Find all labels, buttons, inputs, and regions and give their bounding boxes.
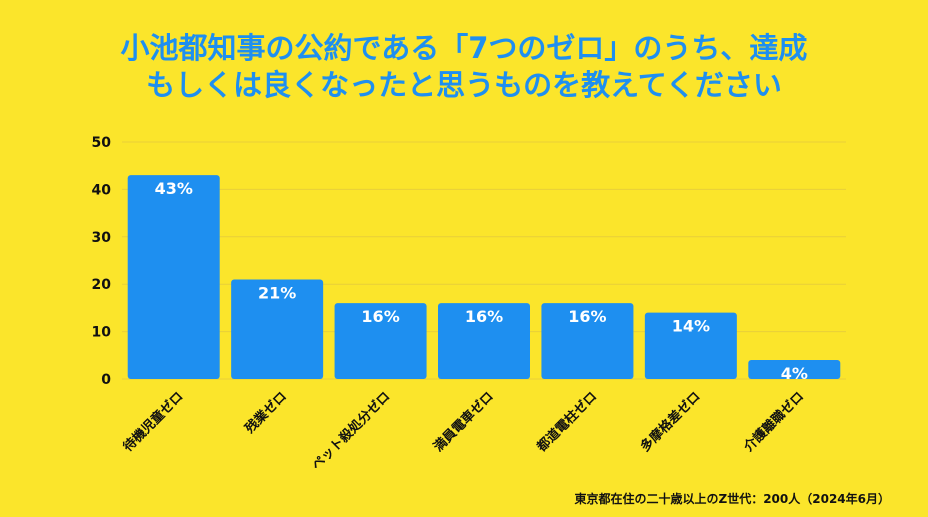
bar: [127, 175, 220, 379]
chart-title: 小池都知事の公約である「7つのゼロ」のうち、達成 もしくは良くなったと思うものを…: [0, 30, 928, 104]
y-tick-label: 20: [92, 277, 112, 293]
y-tick-label: 40: [92, 182, 112, 198]
bar: [231, 279, 324, 379]
x-category-label: 都道電柱ゼロ: [533, 389, 600, 456]
bar-data-label: 43%: [155, 179, 193, 198]
x-category-label: 介護離職ゼロ: [740, 389, 807, 456]
x-category-label: ペット殺処分ゼロ: [309, 389, 394, 474]
x-category-label: 待機児童ゼロ: [119, 389, 186, 456]
bar: [644, 312, 737, 379]
y-tick-label: 50: [92, 135, 112, 151]
x-category-label: 多摩格差ゼロ: [637, 389, 703, 455]
bar: [438, 303, 530, 379]
bar: [541, 303, 634, 379]
chart-title-line1: 小池都知事の公約である「7つのゼロ」のうち、達成: [120, 31, 808, 65]
bar: [334, 303, 427, 379]
chart-title-line2: もしくは良くなったと思うものを教えてください: [146, 68, 782, 102]
bar-data-label: 16%: [465, 307, 503, 326]
x-category-label: 満員電車ゼロ: [430, 389, 496, 455]
y-tick-label: 10: [92, 325, 112, 341]
y-tick-label: 0: [101, 372, 111, 388]
bar: [748, 360, 841, 379]
bar-data-label: 16%: [361, 307, 399, 326]
survey-footnote: 東京都在住の二十歳以上のZ世代：200人（2024年6月）: [574, 492, 891, 506]
x-category-label: 残業ゼロ: [242, 389, 290, 437]
bar-data-label: 4%: [781, 364, 808, 383]
bar-data-label: 14%: [672, 317, 710, 336]
bar-data-label: 21%: [258, 283, 296, 302]
y-tick-label: 30: [92, 230, 112, 246]
bar-data-label: 16%: [568, 307, 606, 326]
